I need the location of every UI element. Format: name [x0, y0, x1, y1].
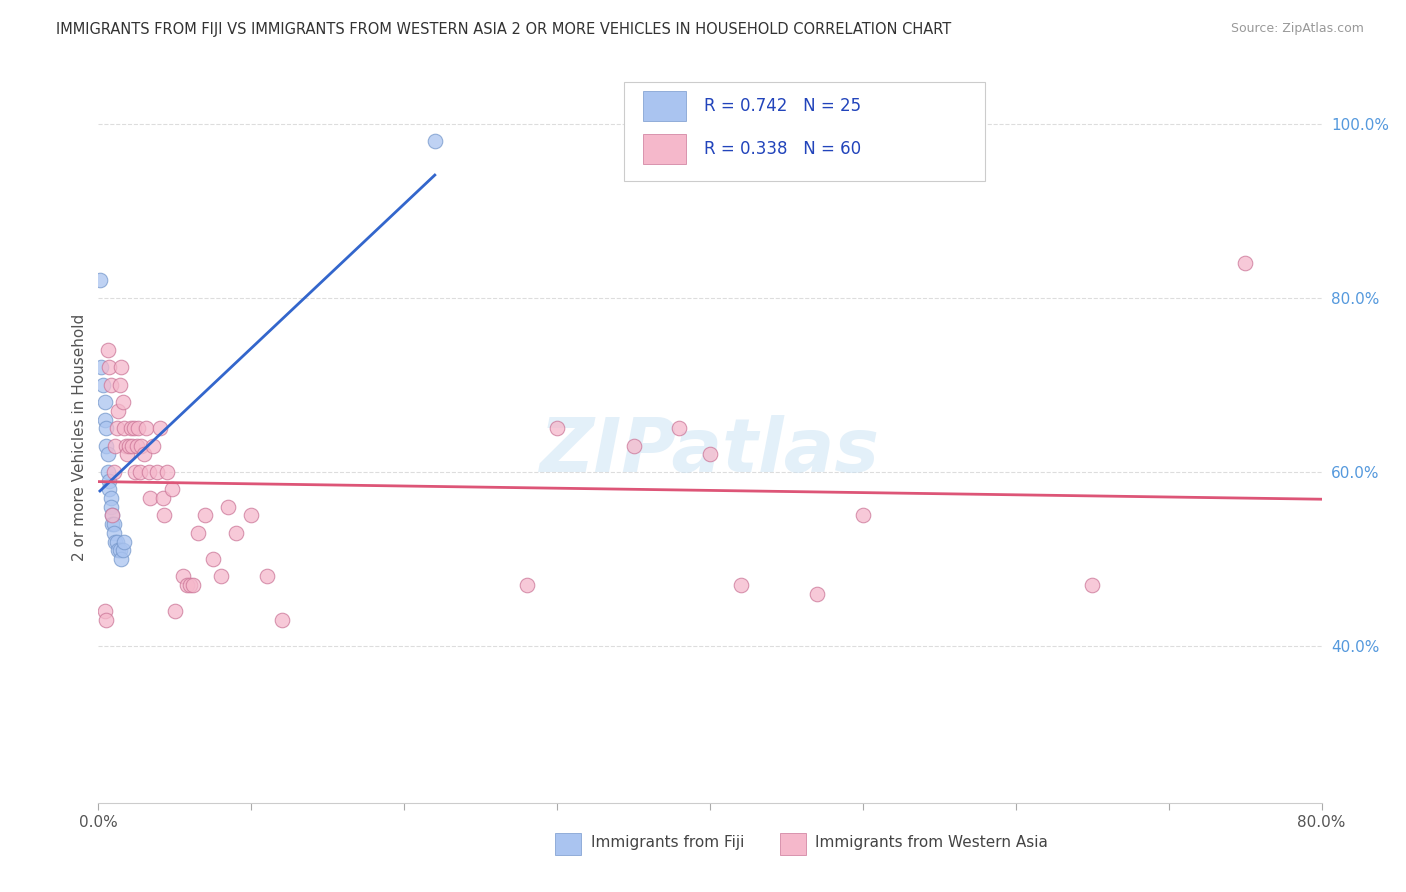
Point [240, 508, 263, 523]
Point [1234, 256, 1257, 270]
Point [94, 439, 117, 453]
Text: Immigrants from Fiji: Immigrants from Fiji [591, 836, 744, 850]
Point [730, 578, 752, 592]
Point [256, 569, 278, 583]
Point [202, 552, 225, 566]
Point [145, 465, 167, 479]
Point [118, 439, 141, 453]
Point [163, 604, 186, 618]
Text: IMMIGRANTS FROM FIJI VS IMMIGRANTS FROM WESTERN ASIA 2 OR MORE VEHICLES IN HOUSE: IMMIGRANTS FROM FIJI VS IMMIGRANTS FROM … [56, 22, 952, 37]
Point [156, 465, 179, 479]
Point [149, 421, 172, 435]
Point [125, 439, 148, 453]
Point [112, 534, 135, 549]
Point [852, 508, 875, 523]
Text: Immigrants from Western Asia: Immigrants from Western Asia [815, 836, 1049, 850]
Point [160, 483, 183, 497]
Point [209, 569, 232, 583]
Point [806, 587, 828, 601]
Point [111, 543, 134, 558]
Point [117, 448, 139, 462]
Point [423, 134, 446, 148]
Point [93, 412, 115, 426]
Point [104, 439, 127, 453]
Point [108, 543, 131, 558]
Point [91, 377, 114, 392]
Point [138, 465, 160, 479]
Point [107, 543, 129, 558]
Point [187, 525, 209, 540]
Point [546, 421, 568, 435]
Point [90, 360, 112, 375]
Point [98, 483, 121, 497]
Point [100, 491, 122, 505]
Y-axis label: 2 or more Vehicles in Household: 2 or more Vehicles in Household [72, 313, 87, 561]
Point [94, 613, 117, 627]
Point [100, 500, 122, 514]
Point [89, 273, 111, 287]
Point [121, 439, 143, 453]
Text: R = 0.338   N = 60: R = 0.338 N = 60 [704, 140, 860, 158]
Point [172, 569, 194, 583]
Point [97, 465, 120, 479]
Point [105, 421, 128, 435]
Point [101, 508, 124, 523]
Point [103, 465, 125, 479]
Point [124, 465, 146, 479]
Point [103, 517, 125, 532]
Point [1081, 578, 1104, 592]
Point [194, 508, 217, 523]
Point [129, 439, 152, 453]
Point [100, 377, 122, 392]
Point [139, 491, 162, 505]
Point [105, 534, 128, 549]
Point [97, 343, 120, 357]
Point [270, 613, 292, 627]
FancyBboxPatch shape [624, 82, 986, 181]
Text: Source: ZipAtlas.com: Source: ZipAtlas.com [1230, 22, 1364, 36]
Point [179, 578, 201, 592]
Point [112, 421, 135, 435]
Point [152, 491, 174, 505]
Point [181, 578, 204, 592]
Point [97, 448, 120, 462]
FancyBboxPatch shape [643, 91, 686, 120]
Point [127, 421, 149, 435]
Point [142, 439, 165, 453]
Point [101, 508, 124, 523]
Point [111, 395, 134, 409]
Point [217, 500, 239, 514]
Point [516, 578, 538, 592]
Point [98, 474, 121, 488]
Point [122, 421, 145, 435]
Point [107, 404, 129, 418]
Text: R = 0.742   N = 25: R = 0.742 N = 25 [704, 96, 860, 115]
Point [98, 360, 121, 375]
Point [120, 421, 142, 435]
Point [110, 360, 132, 375]
Point [93, 604, 115, 618]
Point [110, 552, 132, 566]
Point [623, 439, 645, 453]
Point [93, 395, 115, 409]
Point [176, 578, 198, 592]
Point [699, 448, 721, 462]
Point [668, 421, 690, 435]
FancyBboxPatch shape [643, 134, 686, 164]
Point [135, 421, 157, 435]
Text: ZIPatlas: ZIPatlas [540, 415, 880, 488]
Point [103, 525, 125, 540]
Point [153, 508, 176, 523]
Point [108, 377, 131, 392]
Point [94, 421, 117, 435]
Point [115, 439, 138, 453]
Point [104, 534, 127, 549]
Point [134, 448, 156, 462]
Point [225, 525, 247, 540]
Point [101, 517, 124, 532]
Point [128, 465, 150, 479]
